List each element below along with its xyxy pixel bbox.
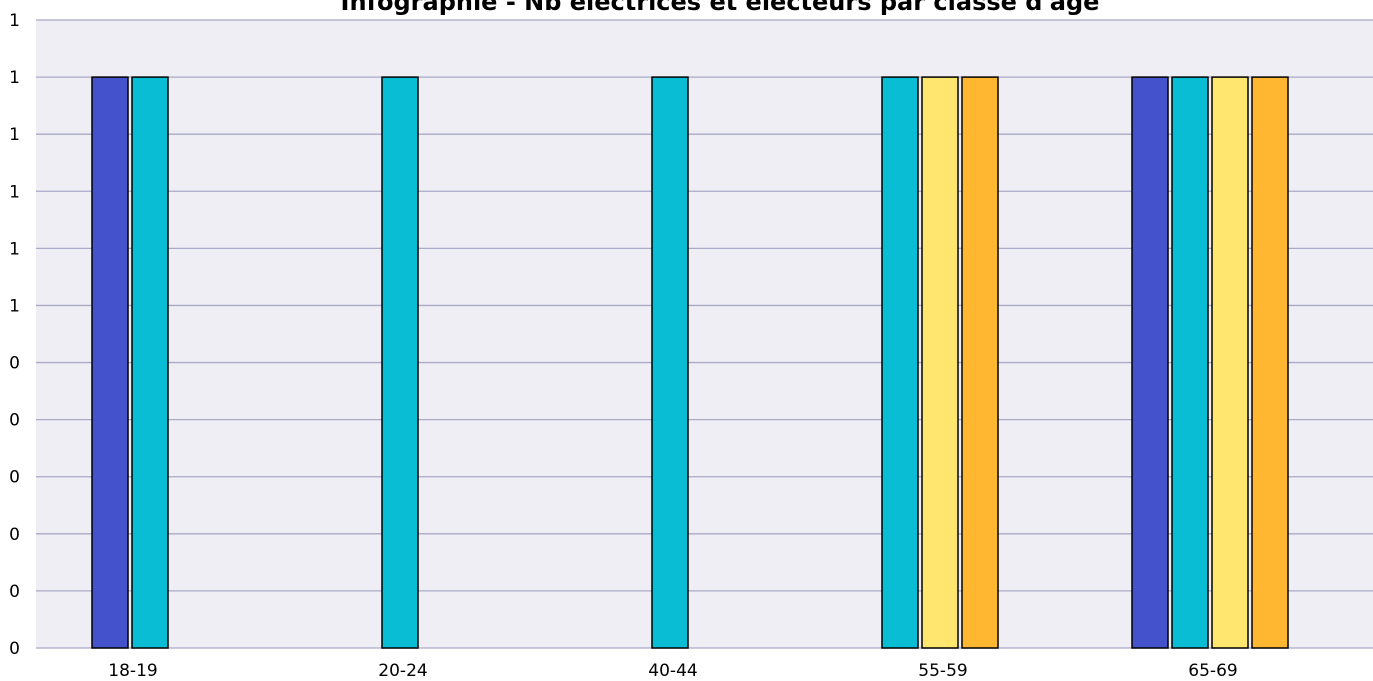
bar-65-69-series-4 bbox=[1251, 76, 1289, 649]
y-tick-label: 0 bbox=[9, 354, 20, 374]
bar-55-59-series-4 bbox=[961, 76, 999, 649]
bar-18-19-series-1 bbox=[91, 76, 129, 649]
x-tick-label: 55-59 bbox=[918, 661, 967, 681]
bar-65-69-series-3 bbox=[1211, 76, 1249, 649]
x-tick-label: 20-24 bbox=[378, 661, 427, 681]
y-tick-label: 0 bbox=[9, 525, 20, 545]
x-tick-label: 40-44 bbox=[648, 661, 697, 681]
chart-title: Infographie - Nb électrices et électeurs… bbox=[340, 0, 1100, 16]
y-tick-label: 1 bbox=[9, 182, 20, 202]
bar-18-19-series-2 bbox=[131, 76, 169, 649]
y-tick-label: 1 bbox=[9, 239, 20, 259]
y-tick-label: 1 bbox=[9, 296, 20, 316]
y-tick-label: 0 bbox=[9, 411, 20, 431]
bar-65-69-series-2 bbox=[1171, 76, 1209, 649]
bar-55-59-series-3 bbox=[921, 76, 959, 649]
bar-55-59-series-2 bbox=[881, 76, 919, 649]
y-tick-label: 0 bbox=[9, 582, 20, 602]
bars bbox=[91, 76, 1289, 649]
y-tick-label: 1 bbox=[9, 125, 20, 145]
y-axis-tick-labels: 0 0 0 0 0 0 1 1 1 1 1 1 bbox=[9, 11, 20, 659]
y-tick-label: 0 bbox=[9, 468, 20, 488]
bar-20-24-series-2 bbox=[381, 76, 419, 649]
y-tick-label: 1 bbox=[9, 11, 20, 31]
y-tick-label: 1 bbox=[9, 68, 20, 88]
y-tick-label: 0 bbox=[9, 639, 20, 659]
x-axis-tick-labels: 18-19 20-24 40-44 55-59 65-69 bbox=[108, 661, 1237, 681]
bar-65-69-series-1 bbox=[1131, 76, 1169, 649]
x-tick-label: 18-19 bbox=[108, 661, 157, 681]
bar-40-44-series-2 bbox=[651, 76, 689, 649]
x-tick-label: 65-69 bbox=[1188, 661, 1237, 681]
